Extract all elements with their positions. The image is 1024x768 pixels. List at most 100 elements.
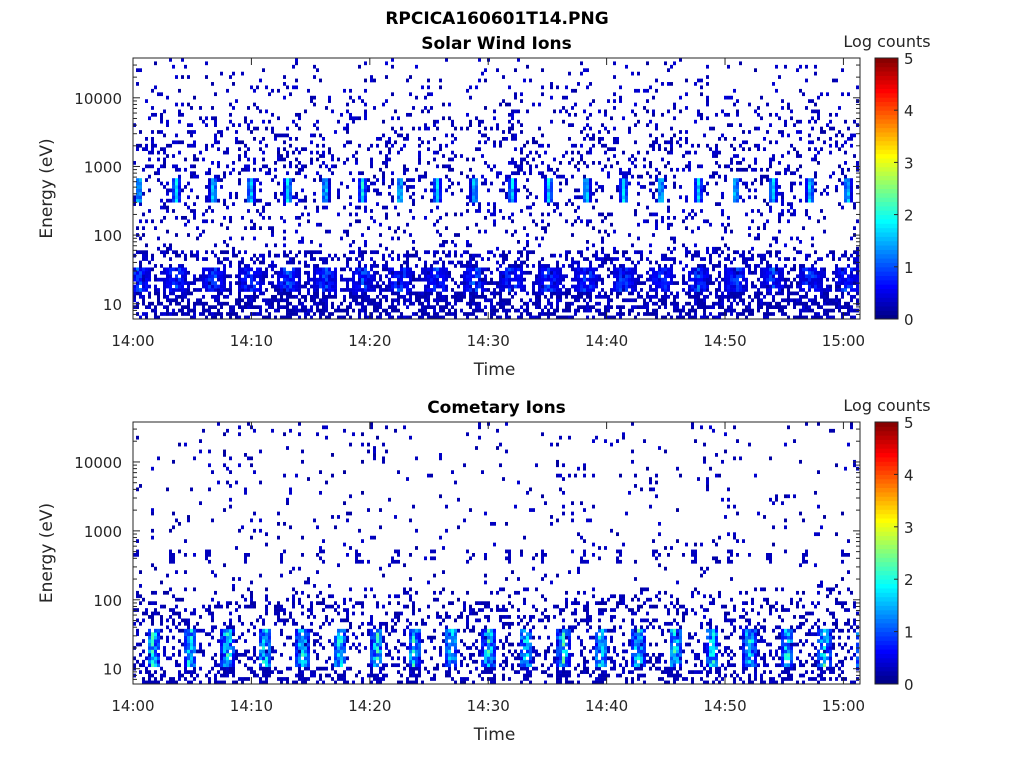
spectrogram-cell: [568, 250, 571, 255]
spectrogram-cell: [703, 188, 706, 193]
spectrogram-cell: [412, 106, 415, 110]
spectrogram-cell: [136, 178, 139, 182]
spectrogram-cell: [634, 123, 637, 127]
spectrogram-cell: [163, 312, 166, 316]
spectrogram-cell: [289, 181, 292, 186]
spectrogram-cell: [178, 198, 181, 203]
spectrogram-cell: [469, 167, 472, 172]
spectrogram-cell: [667, 294, 670, 299]
spectrogram-cell: [289, 274, 292, 279]
spectrogram-cell: [544, 284, 547, 289]
colorbar-segment: [875, 232, 898, 237]
spectrogram-cell: [214, 116, 217, 121]
spectrogram-cell: [529, 212, 532, 217]
spectrogram-cell: [601, 257, 604, 261]
spectrogram-cell: [598, 130, 601, 134]
spectrogram-cell: [766, 277, 769, 282]
spectrogram-cell: [430, 291, 433, 296]
spectrogram-cell: [718, 312, 721, 316]
spectrogram-cell: [559, 288, 562, 292]
spectrogram-cell: [613, 267, 616, 272]
spectrogram-cell: [547, 191, 550, 196]
spectrogram-cell: [187, 233, 190, 237]
spectrogram-cell: [313, 291, 316, 296]
spectrogram-cell: [751, 312, 754, 316]
spectrogram-cell: [841, 281, 844, 285]
spectrogram-cell: [385, 288, 388, 292]
spectrogram-cell: [208, 281, 211, 285]
spectrogram-cell: [808, 119, 811, 124]
spectrogram-cell: [748, 250, 751, 255]
spectrogram-cell: [421, 85, 424, 90]
spectrogram-cell: [436, 178, 439, 182]
spectrogram-cell: [739, 284, 742, 289]
colorbar-segment: [875, 292, 898, 298]
spectrogram-cell: [148, 305, 151, 309]
spectrogram-cell: [211, 195, 214, 200]
spectrogram-cell: [667, 288, 670, 292]
spectrogram-cell: [172, 140, 175, 145]
spectrogram-cell: [736, 288, 739, 292]
spectrogram-cell: [778, 229, 781, 234]
spectrogram-cell: [247, 188, 250, 193]
spectrogram-cell: [511, 136, 514, 141]
spectrogram-cell: [325, 277, 328, 282]
spectrogram-cell: [439, 294, 442, 299]
spectrogram-cell: [193, 253, 196, 258]
spectrogram-cell: [331, 157, 334, 162]
spectrogram-cell: [424, 284, 427, 289]
spectrogram-cell: [673, 301, 676, 306]
spectrogram-cell: [613, 61, 616, 66]
spectrogram-cell: [637, 119, 640, 124]
spectrogram-cell: [238, 178, 241, 182]
spectrogram-cell: [718, 246, 721, 251]
spectrogram-cell: [241, 298, 244, 303]
spectrogram-cell: [217, 301, 220, 306]
spectrogram-cell: [568, 123, 571, 127]
spectrogram-cell: [784, 243, 787, 248]
spectrogram-cell: [553, 277, 556, 282]
spectrogram-cell: [184, 253, 187, 258]
spectrogram-cell: [427, 109, 430, 114]
spectrogram-cell: [508, 274, 511, 279]
spectrogram-cell: [316, 171, 319, 176]
spectrogram-cell: [577, 215, 580, 220]
spectrogram-cell: [202, 119, 205, 124]
spectrogram-cell: [172, 250, 175, 255]
spectrogram-cell: [775, 185, 778, 189]
spectrogram-cell: [586, 288, 589, 292]
spectrogram-cell: [685, 253, 688, 258]
y-tick-label: 10000: [74, 90, 122, 108]
spectrogram-cell: [721, 250, 724, 255]
spectrogram-cell: [286, 171, 289, 176]
spectrogram-cell: [259, 284, 262, 289]
spectrogram-cell: [202, 274, 205, 279]
spectrogram-cell: [517, 308, 520, 313]
spectrogram-cell: [415, 64, 418, 69]
spectrogram-cell: [328, 191, 331, 196]
spectrogram-cell: [280, 157, 283, 162]
spectrogram-cell: [802, 288, 805, 292]
spectrogram-cell: [733, 298, 736, 303]
spectrogram-cell: [382, 174, 385, 179]
spectrogram-cell: [634, 140, 637, 145]
spectrogram-cell: [196, 253, 199, 258]
spectrogram-cell: [838, 308, 841, 313]
spectrogram-cell: [622, 174, 625, 179]
spectrogram-cell: [277, 308, 280, 313]
spectrogram-cell: [439, 191, 442, 196]
spectrogram-cell: [313, 281, 316, 285]
spectrogram-cell: [841, 171, 844, 176]
spectrogram-cell: [190, 209, 193, 213]
spectrogram-cell: [295, 253, 298, 258]
spectrogram-cell: [598, 312, 601, 316]
spectrogram-cell: [742, 250, 745, 255]
spectrogram-cell: [802, 264, 805, 268]
spectrogram-cell: [289, 288, 292, 292]
spectrogram-cell: [280, 191, 283, 196]
spectrogram-cell: [304, 164, 307, 169]
spectrogram-cell: [409, 92, 412, 97]
spectrogram-cell: [409, 288, 412, 292]
spectrogram-cell: [619, 195, 622, 200]
spectrogram-cell: [412, 191, 415, 196]
